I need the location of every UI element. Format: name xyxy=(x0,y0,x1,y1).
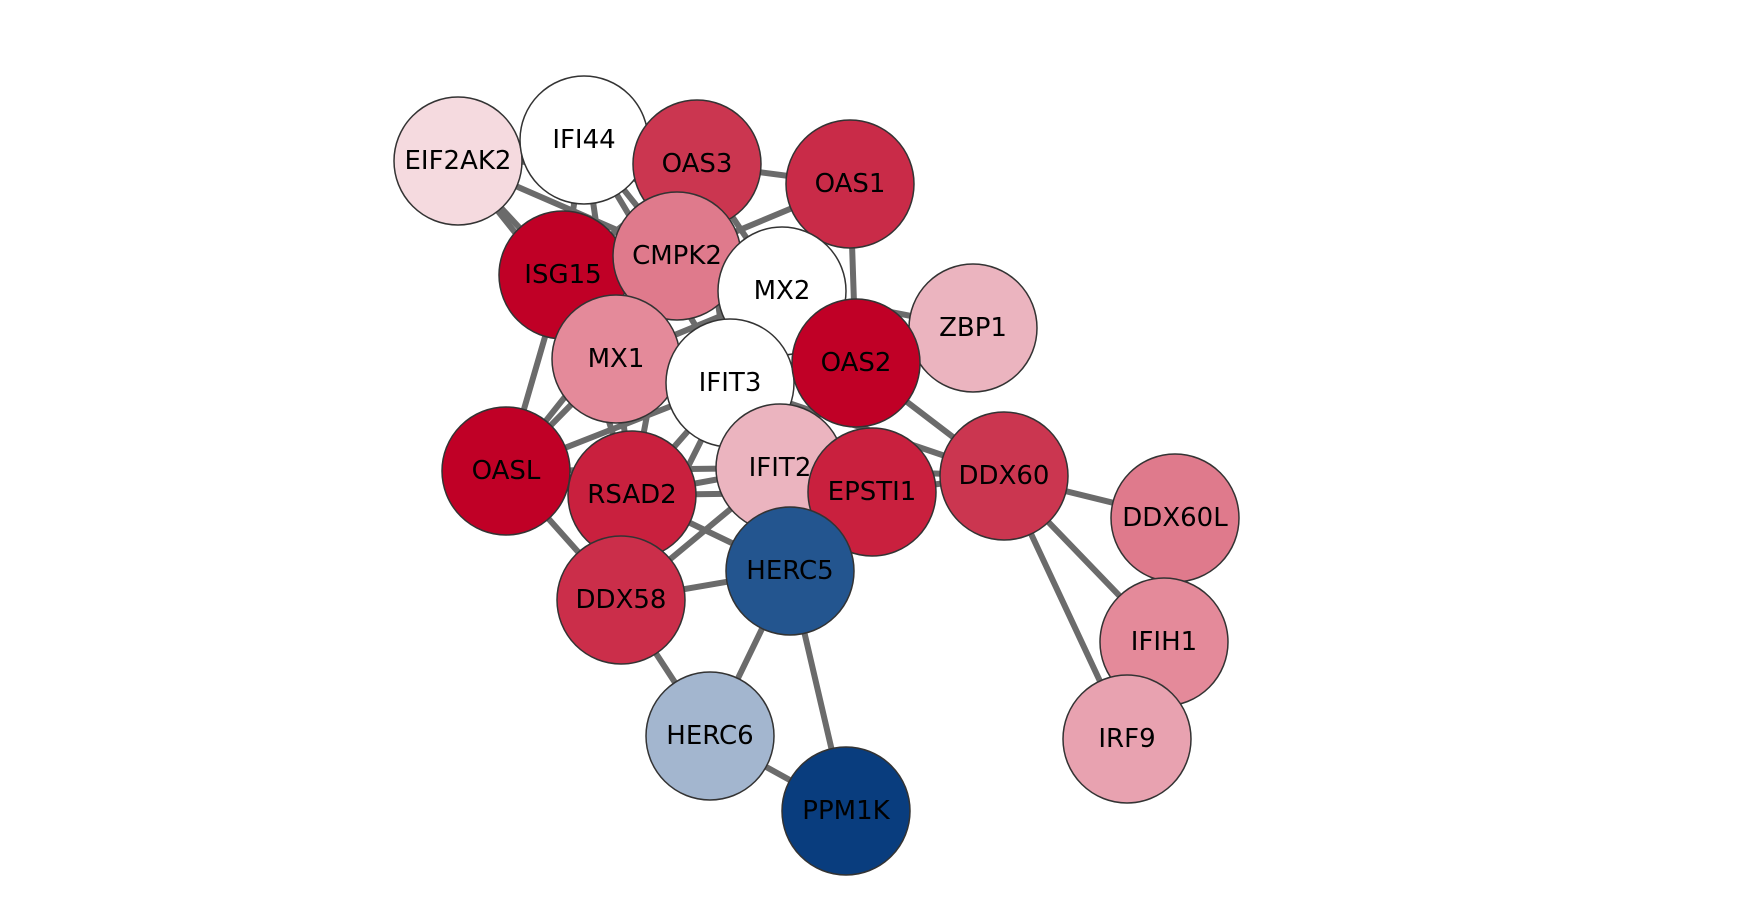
node-rsad2: RSAD2 xyxy=(567,430,697,560)
node-label-mx2: MX2 xyxy=(754,276,811,306)
node-label-ddx58: DDX58 xyxy=(576,585,667,615)
network-nodes: EIF2AK2 IFI44 OAS3 OAS1 ISG15 CMPK2 MX2 ZBP1 MX1… xyxy=(393,75,1240,876)
node-label-ddx60: DDX60 xyxy=(959,461,1050,491)
node-circle-oas2 xyxy=(791,298,921,428)
node-circle-eif2ak2 xyxy=(393,96,523,226)
node-label-cmpk2: CMPK2 xyxy=(632,241,722,271)
node-label-rsad2: RSAD2 xyxy=(587,480,676,510)
node-circle-ppm1k xyxy=(781,746,911,876)
node-circle-ddx60 xyxy=(939,411,1069,541)
node-label-isg15: ISG15 xyxy=(524,260,601,290)
node-mx1: MX1 xyxy=(551,294,681,424)
node-ddx58: DDX58 xyxy=(556,535,686,665)
node-ppm1k: PPM1K xyxy=(781,746,911,876)
node-label-ifit2: IFIT2 xyxy=(749,453,812,483)
node-label-ppm1k: PPM1K xyxy=(802,796,890,826)
node-eif2ak2: EIF2AK2 xyxy=(393,96,523,226)
node-oas1: OAS1 xyxy=(785,119,915,249)
node-label-oas1: OAS1 xyxy=(815,169,886,199)
node-circle-epsti1 xyxy=(807,427,937,557)
node-label-oas3: OAS3 xyxy=(662,149,733,179)
node-circle-irf9 xyxy=(1062,674,1192,804)
node-circle-ddx58 xyxy=(556,535,686,665)
node-circle-herc5 xyxy=(725,506,855,636)
node-circle-oas1 xyxy=(785,119,915,249)
node-label-irf9: IRF9 xyxy=(1098,724,1155,754)
node-ddx60l: DDX60L xyxy=(1110,453,1240,583)
node-herc5: HERC5 xyxy=(725,506,855,636)
node-zbp1: ZBP1 xyxy=(908,263,1038,393)
node-ifih1: IFIH1 xyxy=(1099,577,1229,707)
node-irf9: IRF9 xyxy=(1062,674,1192,804)
node-label-herc6: HERC6 xyxy=(666,721,753,751)
node-label-ifi44: IFI44 xyxy=(552,125,615,155)
node-label-herc5: HERC5 xyxy=(746,556,833,586)
node-epsti1: EPSTI1 xyxy=(807,427,937,557)
node-oas2: OAS2 xyxy=(791,298,921,428)
node-herc6: HERC6 xyxy=(645,671,775,801)
node-ifi44: IFI44 xyxy=(519,75,649,205)
node-label-oas2: OAS2 xyxy=(821,348,892,378)
node-label-oasl: OASL xyxy=(472,456,541,486)
node-label-ifit3: IFIT3 xyxy=(699,368,762,398)
node-circle-oasl xyxy=(441,406,571,536)
node-label-epsti1: EPSTI1 xyxy=(828,477,917,507)
node-label-eif2ak2: EIF2AK2 xyxy=(405,146,512,176)
node-label-mx1: MX1 xyxy=(588,344,645,374)
node-ddx60: DDX60 xyxy=(939,411,1069,541)
node-circle-herc6 xyxy=(645,671,775,801)
node-label-zbp1: ZBP1 xyxy=(939,313,1007,343)
node-oasl: OASL xyxy=(441,406,571,536)
node-label-ddx60l: DDX60L xyxy=(1122,503,1228,533)
node-cmpk2: CMPK2 xyxy=(612,191,742,321)
node-label-ifih1: IFIH1 xyxy=(1131,627,1197,657)
